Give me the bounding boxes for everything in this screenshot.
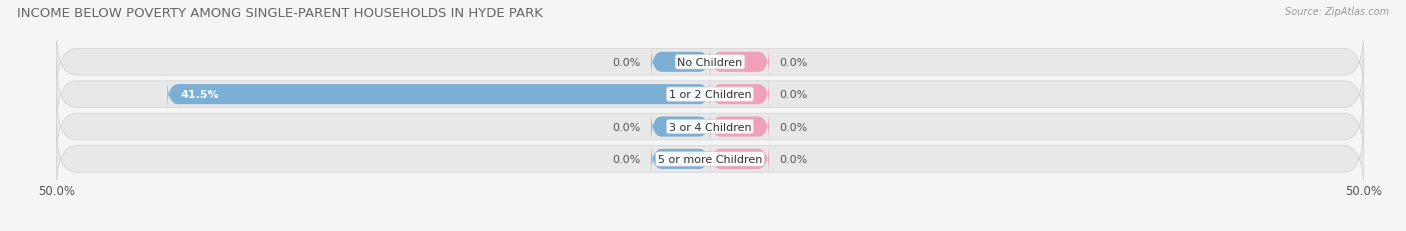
- Text: 0.0%: 0.0%: [779, 90, 807, 100]
- FancyBboxPatch shape: [56, 124, 1364, 194]
- FancyBboxPatch shape: [56, 60, 1364, 130]
- Text: INCOME BELOW POVERTY AMONG SINGLE-PARENT HOUSEHOLDS IN HYDE PARK: INCOME BELOW POVERTY AMONG SINGLE-PARENT…: [17, 7, 543, 20]
- Text: 41.5%: 41.5%: [180, 90, 219, 100]
- FancyBboxPatch shape: [651, 47, 710, 78]
- FancyBboxPatch shape: [710, 111, 769, 143]
- Text: 0.0%: 0.0%: [613, 58, 641, 67]
- Text: 0.0%: 0.0%: [613, 154, 641, 164]
- FancyBboxPatch shape: [651, 143, 710, 175]
- Text: No Children: No Children: [678, 58, 742, 67]
- Text: 1 or 2 Children: 1 or 2 Children: [669, 90, 751, 100]
- FancyBboxPatch shape: [651, 111, 710, 143]
- FancyBboxPatch shape: [710, 79, 769, 111]
- FancyBboxPatch shape: [56, 27, 1364, 98]
- FancyBboxPatch shape: [56, 92, 1364, 162]
- Text: 5 or more Children: 5 or more Children: [658, 154, 762, 164]
- Text: Source: ZipAtlas.com: Source: ZipAtlas.com: [1285, 7, 1389, 17]
- Text: 0.0%: 0.0%: [613, 122, 641, 132]
- Text: 0.0%: 0.0%: [779, 154, 807, 164]
- Text: 0.0%: 0.0%: [779, 58, 807, 67]
- FancyBboxPatch shape: [710, 143, 769, 175]
- FancyBboxPatch shape: [167, 79, 710, 111]
- FancyBboxPatch shape: [710, 47, 769, 78]
- Text: 3 or 4 Children: 3 or 4 Children: [669, 122, 751, 132]
- Text: 0.0%: 0.0%: [779, 122, 807, 132]
